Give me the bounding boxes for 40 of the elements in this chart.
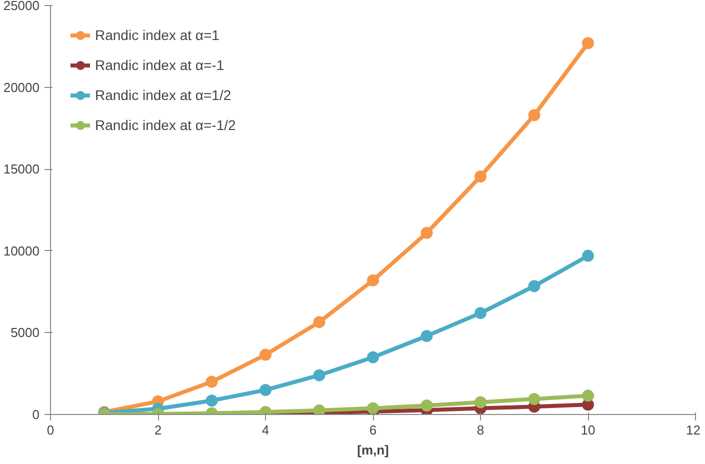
point [420,330,433,342]
point [528,392,540,405]
legend-label: Randic index at α=1 [95,27,220,43]
y-tick-label: 15000 [3,162,40,177]
point [313,369,326,382]
y-tick-label: 20000 [3,80,40,95]
point [313,316,326,328]
x-tick-label: 0 [46,422,54,438]
point [528,280,540,292]
point [582,37,594,50]
legend-label: Randic index at α=-1/2 [95,117,236,133]
point [474,170,486,182]
point [206,376,218,388]
legend-label: Randic index at α=1/2 [95,87,232,103]
point [260,348,272,361]
y-tick-label: 25000 [3,0,40,13]
point [367,351,379,364]
point [313,404,326,414]
x-tick-label: 12 [686,422,701,438]
y-tick-label: 5000 [10,325,40,340]
point [582,390,594,402]
point [582,250,594,262]
x-tick-label: 4 [262,422,270,438]
point [206,394,218,407]
legend-label: Randic index at α=-1 [95,57,224,73]
point [420,400,433,412]
x-axis-title: [m,n] [357,442,389,458]
point [260,384,272,396]
point [528,109,540,122]
x-tick-label: 2 [154,422,162,438]
point [474,307,486,320]
point [474,396,486,408]
x-tick-label: 6 [369,422,377,438]
point [420,226,433,239]
x-tick-label: 10 [580,422,596,438]
y-tick-label: 0 [32,407,40,422]
y-tick-label: 10000 [3,243,40,258]
point [367,274,379,286]
point [367,402,379,414]
x-tick-label: 8 [476,422,484,438]
